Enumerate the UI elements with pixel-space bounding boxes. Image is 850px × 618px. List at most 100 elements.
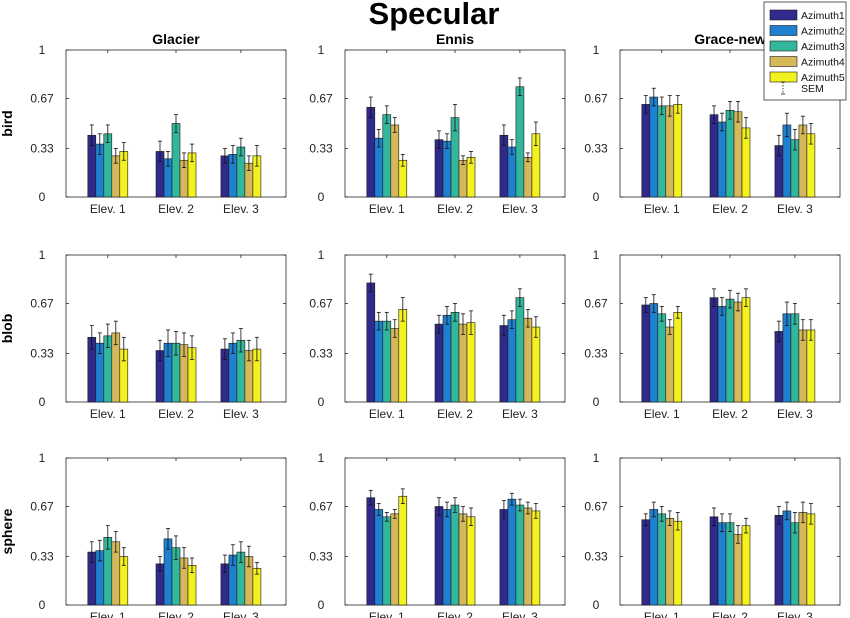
bar-azimuth4: [390, 513, 400, 606]
legend-label-sem: SEM: [801, 83, 824, 95]
x-tick-label: Elev. 3: [777, 610, 813, 618]
y-tick-label: 1: [593, 451, 600, 465]
bar-azimuth3: [790, 313, 800, 403]
bar-azimuth3: [515, 297, 525, 403]
bar-azimuth4: [458, 513, 468, 606]
y-tick-label: 1: [39, 451, 46, 465]
bar-azimuth2: [717, 121, 727, 198]
y-tick-label: 0: [318, 190, 325, 204]
figure-title: Specular: [369, 0, 500, 31]
legend-label-azimuth2: Azimuth2: [801, 26, 845, 38]
bar-azimuth4: [390, 328, 400, 403]
y-tick-label: 0.67: [584, 92, 608, 106]
bar-azimuth5: [806, 513, 816, 606]
bar-azimuth5: [466, 516, 476, 606]
x-tick-label: Elev. 1: [644, 610, 680, 618]
bar-azimuth1: [499, 325, 509, 403]
y-tick-label: 0: [593, 598, 600, 612]
bar-azimuth2: [782, 313, 792, 403]
x-tick-label: Elev. 3: [502, 202, 538, 216]
x-tick-label: Elev. 3: [223, 407, 259, 421]
bar-azimuth1: [774, 515, 784, 606]
x-tick-label: Elev. 3: [502, 610, 538, 618]
bar-azimuth2: [717, 306, 727, 403]
bar-azimuth3: [382, 320, 392, 403]
x-tick-label: Elev. 2: [158, 202, 194, 216]
bar-azimuth1: [366, 497, 376, 606]
x-tick-label: Elev. 1: [644, 407, 680, 421]
bar-azimuth2: [507, 498, 517, 606]
bar-azimuth3: [790, 522, 800, 606]
bar-azimuth4: [458, 323, 468, 403]
y-tick-label: 0.33: [30, 549, 54, 563]
bar-azimuth4: [523, 507, 533, 606]
y-tick-label: 0.33: [309, 549, 333, 563]
y-tick-label: 0.33: [30, 346, 54, 360]
y-tick-label: 0.67: [309, 92, 333, 106]
x-tick-label: Elev. 3: [502, 407, 538, 421]
subplot-blob-grace-new: 0 0.33 0.67 1 Elev. 1 Elev. 2 Elev. 3: [584, 248, 841, 421]
bar-azimuth3: [382, 114, 392, 198]
bar-azimuth1: [709, 297, 719, 403]
bar-azimuth4: [458, 159, 468, 198]
subplot-grid: 0 0.33 0.67 1 Elev. 1 Elev. 2 Elev. 3 Glacier bi…: [0, 31, 841, 618]
bar-azimuth2: [374, 320, 384, 403]
bar-azimuth1: [499, 509, 509, 606]
y-tick-label: 1: [593, 248, 600, 262]
bar-azimuth3: [657, 105, 667, 198]
bar-azimuth4: [523, 317, 533, 403]
row-label: bird: [0, 110, 15, 136]
row-label: sphere: [0, 508, 15, 554]
bar-azimuth3: [450, 504, 460, 606]
bar-azimuth3: [725, 298, 735, 403]
bar-azimuth2: [374, 509, 384, 606]
x-tick-label: Elev. 2: [437, 407, 473, 421]
x-tick-label: Elev. 1: [90, 202, 126, 216]
y-tick-label: 0.67: [309, 297, 333, 311]
bar-azimuth4: [665, 326, 675, 403]
bar-azimuth5: [398, 495, 408, 606]
bar-azimuth3: [725, 109, 735, 198]
x-tick-label: Elev. 1: [369, 202, 405, 216]
bar-azimuth2: [649, 509, 659, 606]
bar-azimuth4: [798, 124, 808, 198]
y-tick-label: 0.67: [30, 297, 54, 311]
x-tick-label: Elev. 2: [158, 407, 194, 421]
y-tick-label: 1: [318, 248, 325, 262]
subplot-bird-glacier: 0 0.33 0.67 1 Elev. 1 Elev. 2 Elev. 3 Glacier bi…: [0, 31, 287, 216]
x-tick-label: Elev. 2: [437, 202, 473, 216]
bar-azimuth5: [673, 520, 683, 606]
bar-azimuth3: [657, 513, 667, 606]
y-tick-label: 0: [318, 598, 325, 612]
bar-azimuth1: [366, 107, 376, 198]
bar-azimuth4: [665, 517, 675, 606]
y-tick-label: 1: [39, 248, 46, 262]
bar-azimuth5: [673, 104, 683, 198]
bar-azimuth1: [641, 304, 651, 403]
bar-azimuth1: [641, 519, 651, 606]
x-tick-label: Elev. 1: [369, 407, 405, 421]
x-tick-label: Elev. 2: [712, 202, 748, 216]
y-tick-label: 1: [318, 43, 325, 57]
y-tick-label: 0.33: [584, 141, 608, 155]
legend-swatch-azimuth1: [769, 9, 798, 21]
column-title: Glacier: [152, 31, 200, 47]
x-tick-label: Elev. 2: [437, 610, 473, 618]
bar-azimuth3: [515, 86, 525, 198]
x-tick-label: Elev. 1: [369, 610, 405, 618]
bar-azimuth1: [709, 114, 719, 198]
y-tick-label: 0.67: [30, 92, 54, 106]
legend-swatch-azimuth4: [769, 56, 798, 67]
y-tick-label: 0.67: [584, 500, 608, 514]
legend-label-azimuth3: Azimuth3: [801, 41, 845, 53]
bar-azimuth3: [103, 133, 113, 198]
subplot-sphere-glacier: 0 0.33 0.67 1 Elev. 1 Elev. 2 Elev. 3 sphere: [0, 451, 287, 618]
y-tick-label: 0.33: [584, 549, 608, 563]
bar-azimuth4: [733, 301, 743, 403]
y-tick-label: 0: [593, 190, 600, 204]
bar-azimuth2: [507, 319, 517, 403]
bar-azimuth4: [798, 329, 808, 403]
bar-azimuth4: [798, 512, 808, 606]
bar-azimuth4: [523, 157, 533, 198]
